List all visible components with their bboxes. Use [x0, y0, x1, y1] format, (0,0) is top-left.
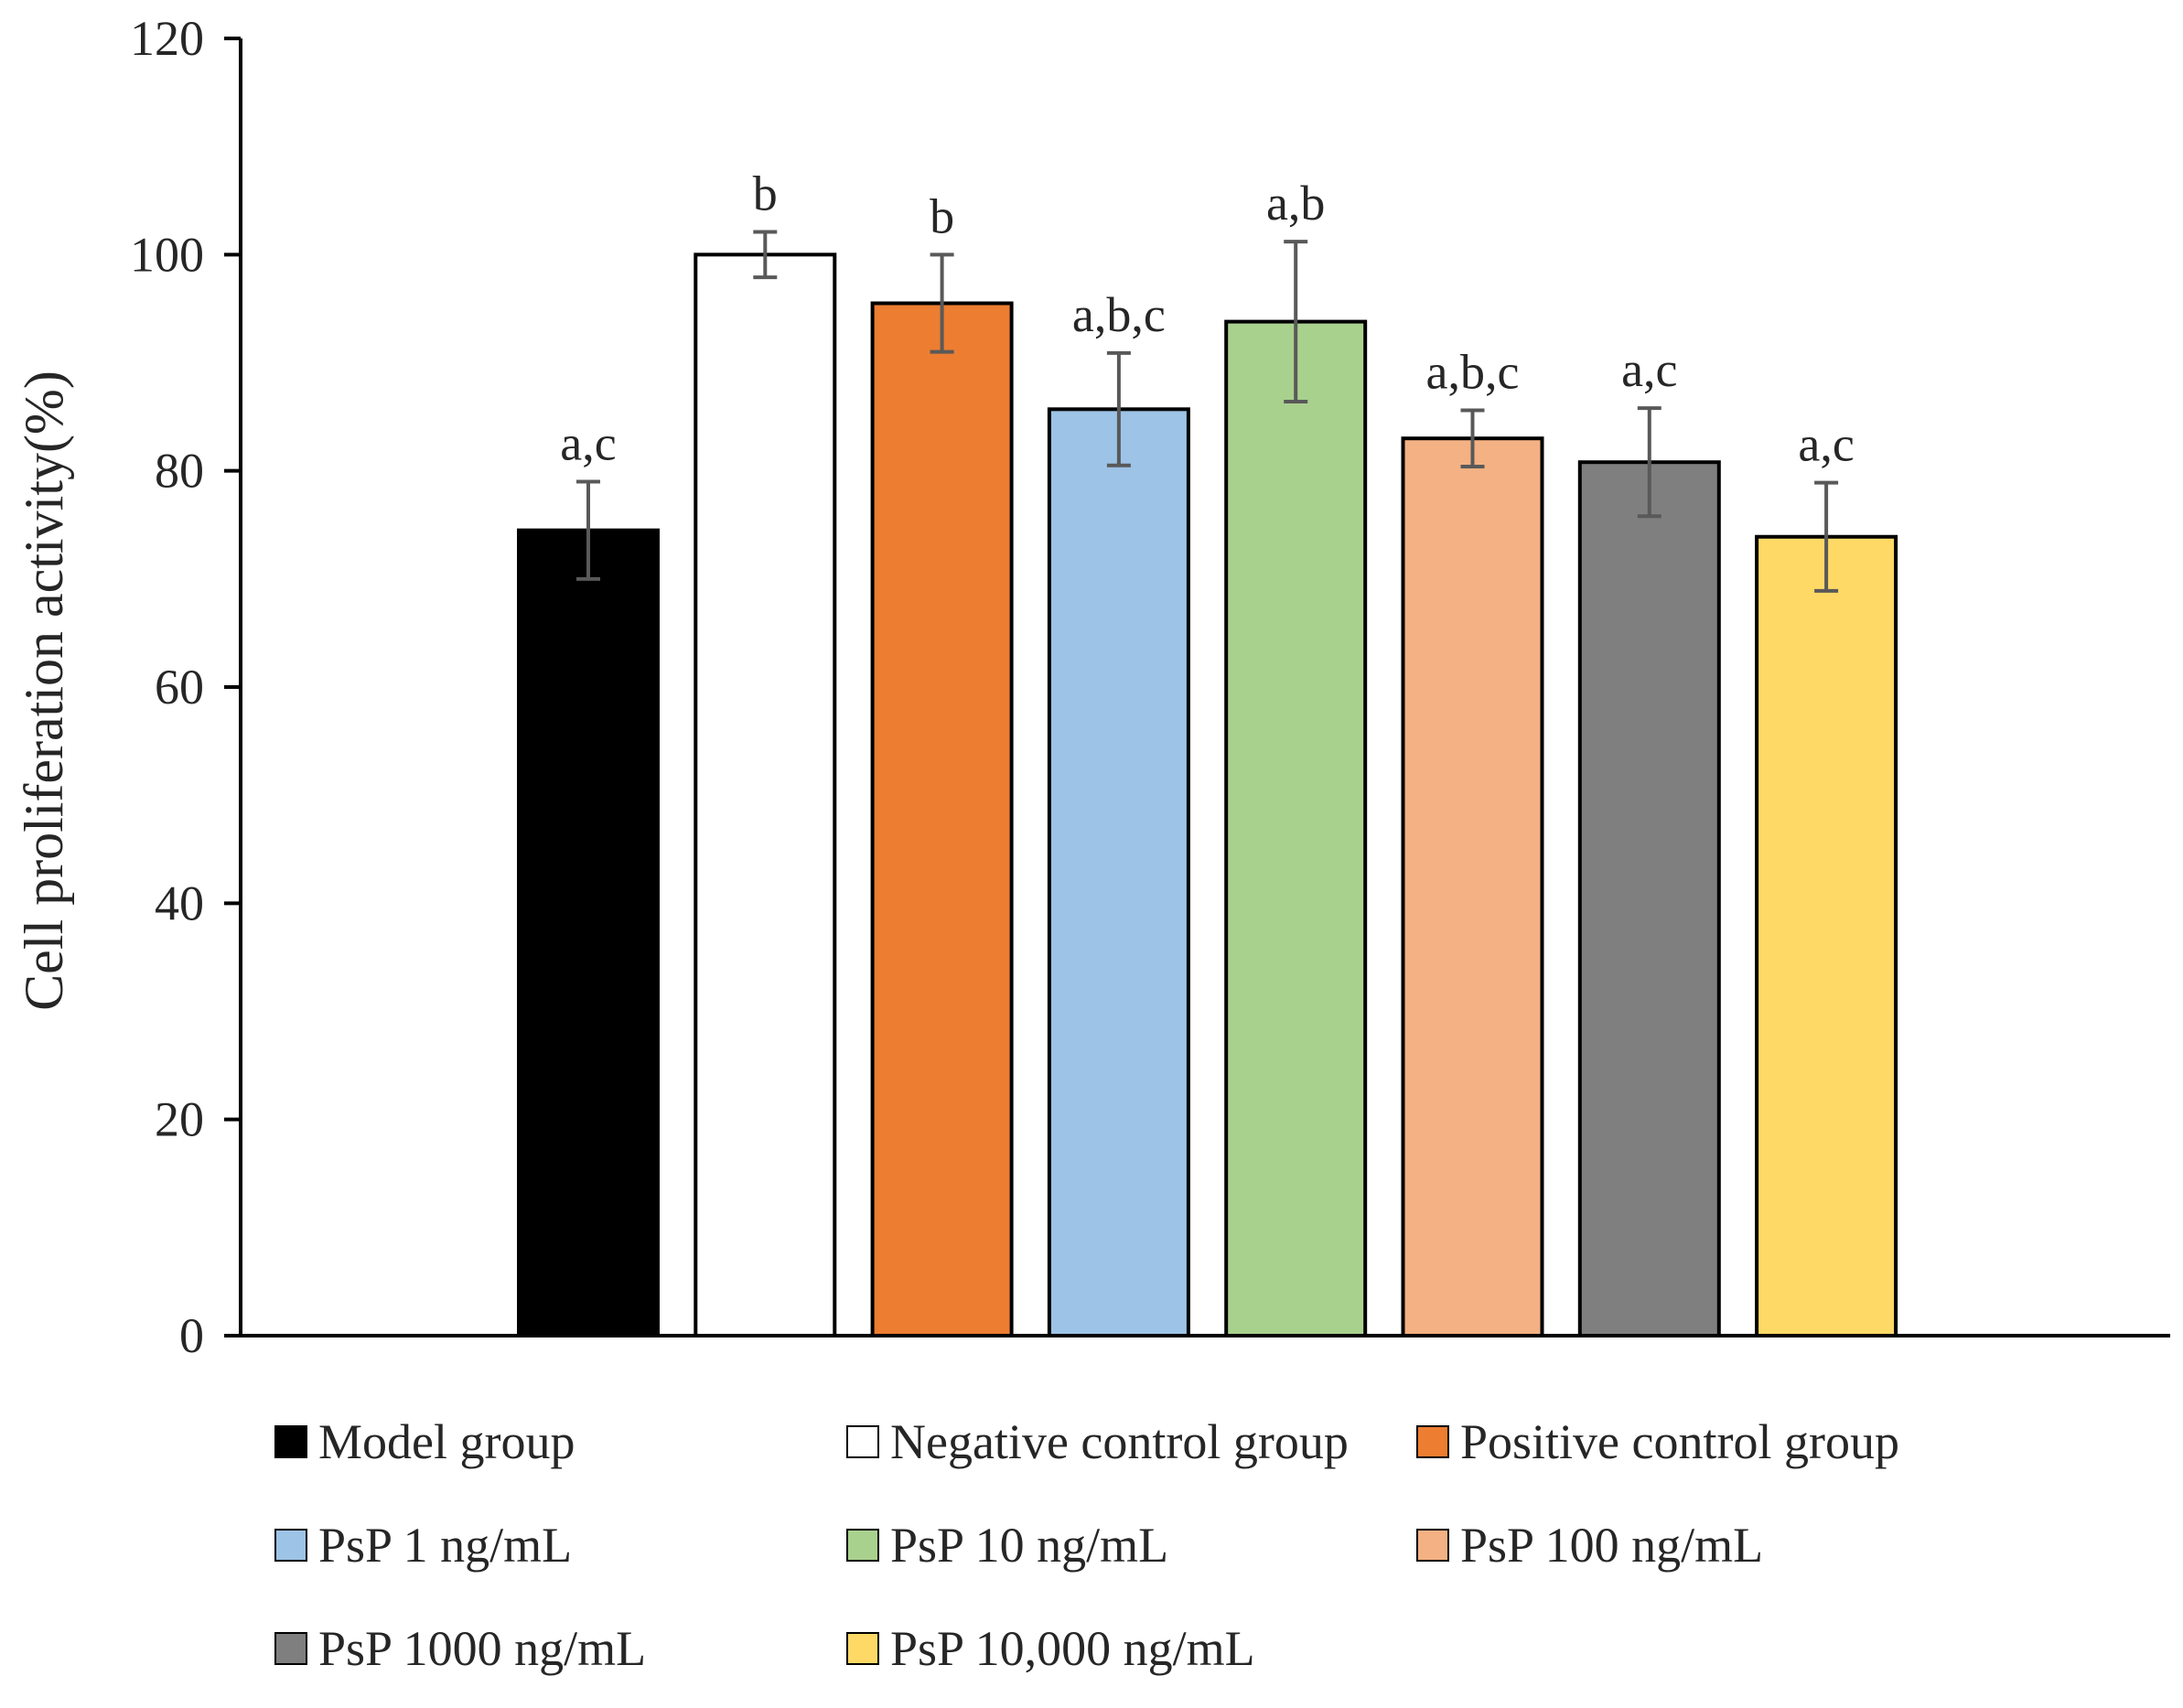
significance-label: a,c	[1621, 342, 1677, 397]
error-bar	[1637, 406, 1661, 519]
error-bar	[1814, 480, 1839, 593]
bar	[694, 252, 837, 1337]
bar	[1577, 460, 1721, 1338]
y-axis: 0 20 40 60 80 100 120	[130, 11, 242, 1363]
legend-swatch-psp-1	[274, 1529, 307, 1562]
legend-swatch-psp-1000	[274, 1632, 307, 1665]
legend-item-negative-control-group: Negative control group	[846, 1413, 1349, 1470]
y-axis-label: Cell proliferation activity(%)	[14, 371, 74, 1011]
bar	[1047, 407, 1190, 1338]
y-tick-label: 100	[130, 227, 204, 282]
bar	[1224, 319, 1368, 1337]
bars	[517, 252, 1898, 1338]
legend-swatch-psp-100	[1416, 1529, 1449, 1562]
legend-swatch-negative-control-group	[846, 1425, 879, 1458]
legend-label: Positive control group	[1460, 1414, 1899, 1469]
significance-label: a,b,c	[1426, 344, 1520, 399]
bar-chart: Cell proliferation activity(%) 0 20 40 60 80…	[14, 11, 2170, 1363]
y-tick-label: 80	[155, 444, 204, 499]
error-bar	[1460, 408, 1485, 468]
legend-label: PsP 1000 ng/mL	[318, 1621, 647, 1676]
bar	[517, 528, 660, 1337]
legend-item-psp-1: PsP 1 ng/mL	[274, 1517, 572, 1574]
legend-label: Negative control group	[890, 1414, 1349, 1469]
legend-swatch-psp-10	[846, 1529, 879, 1562]
error-bar	[753, 230, 778, 280]
significance-label: a,b,c	[1072, 287, 1166, 342]
y-tick-label: 0	[179, 1308, 204, 1363]
legend-label: Model group	[318, 1414, 575, 1469]
bar	[1755, 534, 1898, 1337]
error-bar	[1284, 240, 1308, 404]
legend-swatch-positive-control-group	[1416, 1425, 1449, 1458]
significance-label: b	[753, 167, 778, 221]
legend-item-model-group: Model group	[274, 1413, 575, 1470]
error-bar	[576, 479, 600, 581]
y-tick-label: 20	[155, 1092, 204, 1147]
y-tick-label: 60	[155, 660, 204, 714]
significance-label: a,b	[1266, 176, 1325, 231]
significance-labels: a,c b b a,b,c a,b a,b,c a,c a,c	[560, 167, 1855, 472]
legend-swatch-model-group	[274, 1425, 307, 1458]
error-bar	[1106, 350, 1131, 467]
bar	[1401, 436, 1544, 1337]
legend-item-positive-control-group: Positive control group	[1416, 1413, 1899, 1470]
legend-label: PsP 100 ng/mL	[1460, 1518, 1764, 1573]
error-bars	[576, 230, 1839, 593]
significance-label: a,c	[560, 415, 616, 470]
y-tick-label: 120	[130, 11, 204, 66]
error-bar	[930, 252, 954, 354]
legend-label: PsP 10 ng/mL	[890, 1518, 1169, 1573]
legend-item-psp-10000: PsP 10,000 ng/mL	[846, 1620, 1255, 1677]
significance-label: b	[930, 188, 954, 243]
legend-label: PsP 1 ng/mL	[318, 1518, 573, 1573]
y-tick-label: 40	[155, 875, 204, 930]
significance-label: a,c	[1798, 417, 1854, 472]
bar	[870, 301, 1014, 1338]
legend-swatch-psp-10000	[846, 1632, 879, 1665]
legend-item-psp-1000: PsP 1000 ng/mL	[274, 1620, 646, 1677]
legend-label: PsP 10,000 ng/mL	[890, 1621, 1255, 1676]
legend-item-psp-10: PsP 10 ng/mL	[846, 1517, 1168, 1574]
legend-item-psp-100: PsP 100 ng/mL	[1416, 1517, 1763, 1574]
